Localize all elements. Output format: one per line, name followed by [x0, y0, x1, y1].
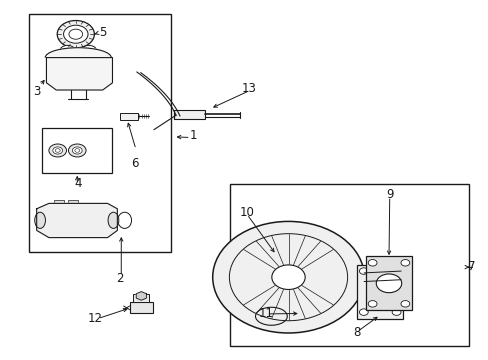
Text: 8: 8: [352, 327, 360, 339]
Bar: [41, 128, 112, 173]
Text: 13: 13: [242, 82, 256, 95]
Circle shape: [63, 25, 88, 43]
Bar: [68, 200, 78, 205]
Bar: [398, 269, 407, 285]
Circle shape: [400, 301, 409, 307]
Circle shape: [376, 274, 401, 293]
Circle shape: [367, 260, 376, 266]
Text: 3: 3: [33, 85, 41, 98]
Circle shape: [391, 268, 400, 274]
Polygon shape: [37, 203, 117, 238]
Bar: [229, 184, 468, 346]
Text: 4: 4: [74, 177, 82, 190]
Text: 12: 12: [88, 312, 102, 325]
Circle shape: [397, 274, 407, 281]
Polygon shape: [45, 48, 112, 58]
Text: 11: 11: [259, 307, 273, 320]
Bar: [54, 200, 63, 205]
Circle shape: [367, 301, 376, 307]
Text: 2: 2: [116, 273, 123, 285]
Circle shape: [60, 45, 75, 57]
Text: 7: 7: [467, 260, 475, 273]
Polygon shape: [136, 292, 146, 300]
Circle shape: [68, 144, 86, 157]
Text: 10: 10: [239, 206, 254, 219]
Bar: [133, 294, 149, 302]
Ellipse shape: [35, 212, 45, 229]
Text: 1: 1: [189, 129, 197, 141]
Circle shape: [53, 147, 62, 154]
Circle shape: [271, 265, 305, 289]
Polygon shape: [46, 58, 112, 90]
Ellipse shape: [108, 212, 119, 229]
Circle shape: [212, 221, 364, 333]
Circle shape: [391, 309, 400, 315]
Bar: [120, 113, 138, 120]
Circle shape: [367, 282, 392, 301]
Circle shape: [49, 144, 66, 157]
Bar: [129, 302, 153, 313]
Circle shape: [400, 260, 409, 266]
Bar: [356, 265, 403, 319]
Circle shape: [359, 309, 367, 315]
Circle shape: [359, 268, 367, 274]
Bar: [29, 14, 171, 252]
Circle shape: [57, 21, 94, 48]
Circle shape: [72, 147, 82, 154]
Text: 5: 5: [99, 26, 106, 39]
Bar: [173, 110, 205, 119]
Bar: [365, 256, 411, 310]
Circle shape: [81, 45, 97, 57]
Text: 9: 9: [386, 188, 393, 201]
Text: 6: 6: [130, 157, 138, 170]
